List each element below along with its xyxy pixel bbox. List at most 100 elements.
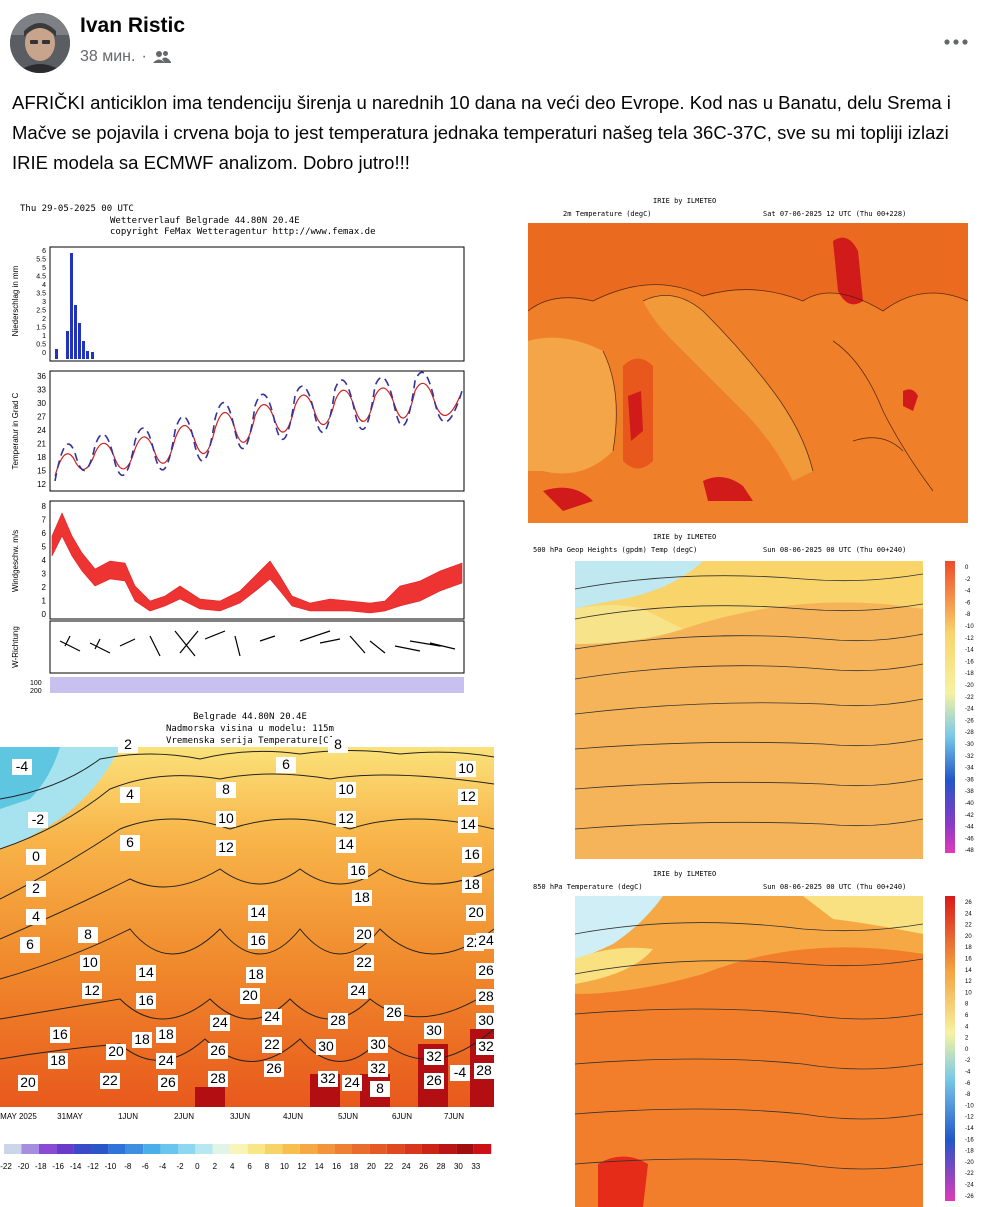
precip-tick: 0.5 — [36, 342, 46, 349]
contour-label: 10 — [338, 781, 354, 797]
colorbar-swatch — [282, 1144, 300, 1154]
meteogram-image[interactable]: Thu 29-05-2025 00 UTC Wetterverlauf Belg… — [0, 191, 496, 693]
temp-tick: 21 — [37, 440, 46, 449]
map-500hpa-image[interactable]: IRIE by ILMETEO 500 hPa Geop Heights (gp… — [503, 529, 1000, 859]
contour-label: 24 — [344, 1074, 360, 1090]
colorbar-swatch — [73, 1144, 91, 1154]
contour-label-bg — [368, 1061, 388, 1077]
x-label: 1JUN — [118, 1112, 138, 1121]
contour-label: 20 — [242, 987, 258, 1003]
direction-panel — [49, 620, 465, 674]
wind-tick: 8 — [42, 502, 47, 511]
colorbar-label: -2 — [176, 1162, 184, 1171]
x-label: 3JUN — [230, 1112, 250, 1121]
post-header: Ivan Ristic 38 мин. · — [0, 0, 1000, 80]
map-500-scale-label: -30 — [965, 742, 974, 748]
contour-label: 28 — [476, 1062, 492, 1078]
temp-tick: 24 — [37, 426, 46, 435]
colorbar-swatch — [38, 1144, 57, 1154]
contour-label: 14 — [250, 904, 266, 920]
map-850-scale-label: -20 — [965, 1160, 974, 1166]
map-850-valid: Sun 08-06-2025 00 UTC (Thu 00+240) — [763, 883, 906, 891]
map-500-scale-label: -6 — [965, 600, 971, 606]
map-850-scale-label: 4 — [965, 1024, 969, 1030]
colorbar-label: 20 — [367, 1162, 376, 1171]
map-850-scale-label: 22 — [965, 923, 972, 929]
contour-label-bg — [424, 1049, 444, 1065]
map-850hpa-image[interactable]: IRIE by ILMETEO 850 hPa Temperature (deg… — [503, 864, 1000, 1207]
x-label: 31MAY — [57, 1112, 83, 1121]
colorbar-label: 0 — [195, 1162, 200, 1171]
contour-label: 26 — [386, 1004, 402, 1020]
map-850-title: 850 hPa Temperature (degC) — [533, 883, 643, 891]
map-2m-temperature-image[interactable]: IRIE by ILMETEO 2m Temperature (degC) Sa… — [503, 191, 1000, 524]
post-time[interactable]: 38 мин. — [80, 48, 136, 65]
map-500-scale-label: -18 — [965, 671, 974, 677]
temp-panel — [49, 370, 465, 492]
more-options-button[interactable] — [940, 26, 972, 58]
colorbar-label: -8 — [124, 1162, 132, 1171]
colorbar-label: 26 — [419, 1162, 428, 1171]
x-label: 7JUN — [444, 1112, 464, 1121]
contour-label: 20 — [356, 926, 372, 942]
author-name[interactable]: Ivan Ristic — [80, 14, 186, 37]
contour-label: 30 — [370, 1036, 386, 1052]
map-850-scale-label: -22 — [965, 1171, 974, 1177]
precip-tick: 1.5 — [36, 325, 46, 332]
colorbar-swatch — [178, 1144, 196, 1154]
contour-label-bg — [476, 933, 496, 949]
map-850-scale-label: -12 — [965, 1115, 974, 1121]
avatar[interactable] — [10, 13, 70, 73]
contour-label: 24 — [212, 1014, 228, 1030]
contour-label: 16 — [138, 992, 154, 1008]
map-500-scale-label: -16 — [965, 659, 974, 665]
contour-label: 22 — [102, 1072, 118, 1088]
colorbar-swatch — [404, 1144, 422, 1154]
precip-tick: 2.5 — [36, 308, 46, 315]
contour-label-bg — [28, 812, 48, 828]
wind-tick: 4 — [42, 556, 47, 565]
map-850-scale-label: -24 — [965, 1183, 974, 1189]
contour-label-bg — [240, 988, 260, 1004]
friends-icon[interactable] — [152, 50, 171, 64]
contour-label: 24 — [264, 1008, 280, 1024]
map-500-scale-label: -10 — [965, 624, 974, 630]
colorbar-label: -6 — [142, 1162, 150, 1171]
map-2m-valid: Sat 07-06-2025 12 UTC (Thu 00+228) — [763, 210, 906, 218]
contour-label: 18 — [248, 966, 264, 982]
contour-label: 10 — [82, 954, 98, 970]
contour-label-bg — [316, 1039, 336, 1055]
map-850-scale-label: -14 — [965, 1126, 974, 1132]
contour-label-bg — [26, 881, 46, 897]
contour-label-bg — [48, 1053, 68, 1069]
precip-tick: 3.5 — [36, 291, 46, 298]
contour-label-bg — [12, 759, 32, 775]
contour-label-bg — [342, 1075, 362, 1091]
map-850-scale-label: -26 — [965, 1194, 974, 1200]
precip-tick: 2 — [42, 316, 46, 323]
colorbar-label: 28 — [437, 1162, 446, 1171]
map-850-scale-label: 10 — [965, 990, 972, 996]
contour-label-bg — [384, 1005, 404, 1021]
map-500hpa-graphic: IRIE by ILMETEO 500 hPa Geop Heights (gp… — [503, 529, 1000, 859]
map-500-scale-label: -22 — [965, 695, 974, 701]
x-label: 6JUN — [392, 1112, 412, 1121]
wind-tick: 0 — [42, 610, 47, 619]
timeseries-image[interactable]: Belgrade 44.80N 20.4E Nadmorska visina u… — [0, 699, 496, 1207]
precip-tick: 4 — [42, 282, 46, 289]
contour-label: 12 — [84, 982, 100, 998]
contour-label-bg — [118, 737, 138, 753]
precip-tick: 1 — [42, 333, 46, 340]
colorbar-label: 8 — [265, 1162, 270, 1171]
map-500-colorbar — [945, 561, 955, 853]
temp-mean-line — [54, 382, 461, 477]
wind-barbs — [59, 630, 456, 657]
colorbar-label: -20 — [18, 1162, 30, 1171]
map-850-scale-label: -18 — [965, 1149, 974, 1155]
map-850-scale-label: 8 — [965, 1002, 969, 1008]
map-500-scale-label: -34 — [965, 766, 974, 772]
meteogram-line1: Thu 29-05-2025 00 UTC — [20, 204, 134, 214]
contour-label: 20 — [20, 1074, 36, 1090]
contour-label: 32 — [478, 1038, 494, 1054]
temp-tick: 36 — [37, 372, 46, 381]
